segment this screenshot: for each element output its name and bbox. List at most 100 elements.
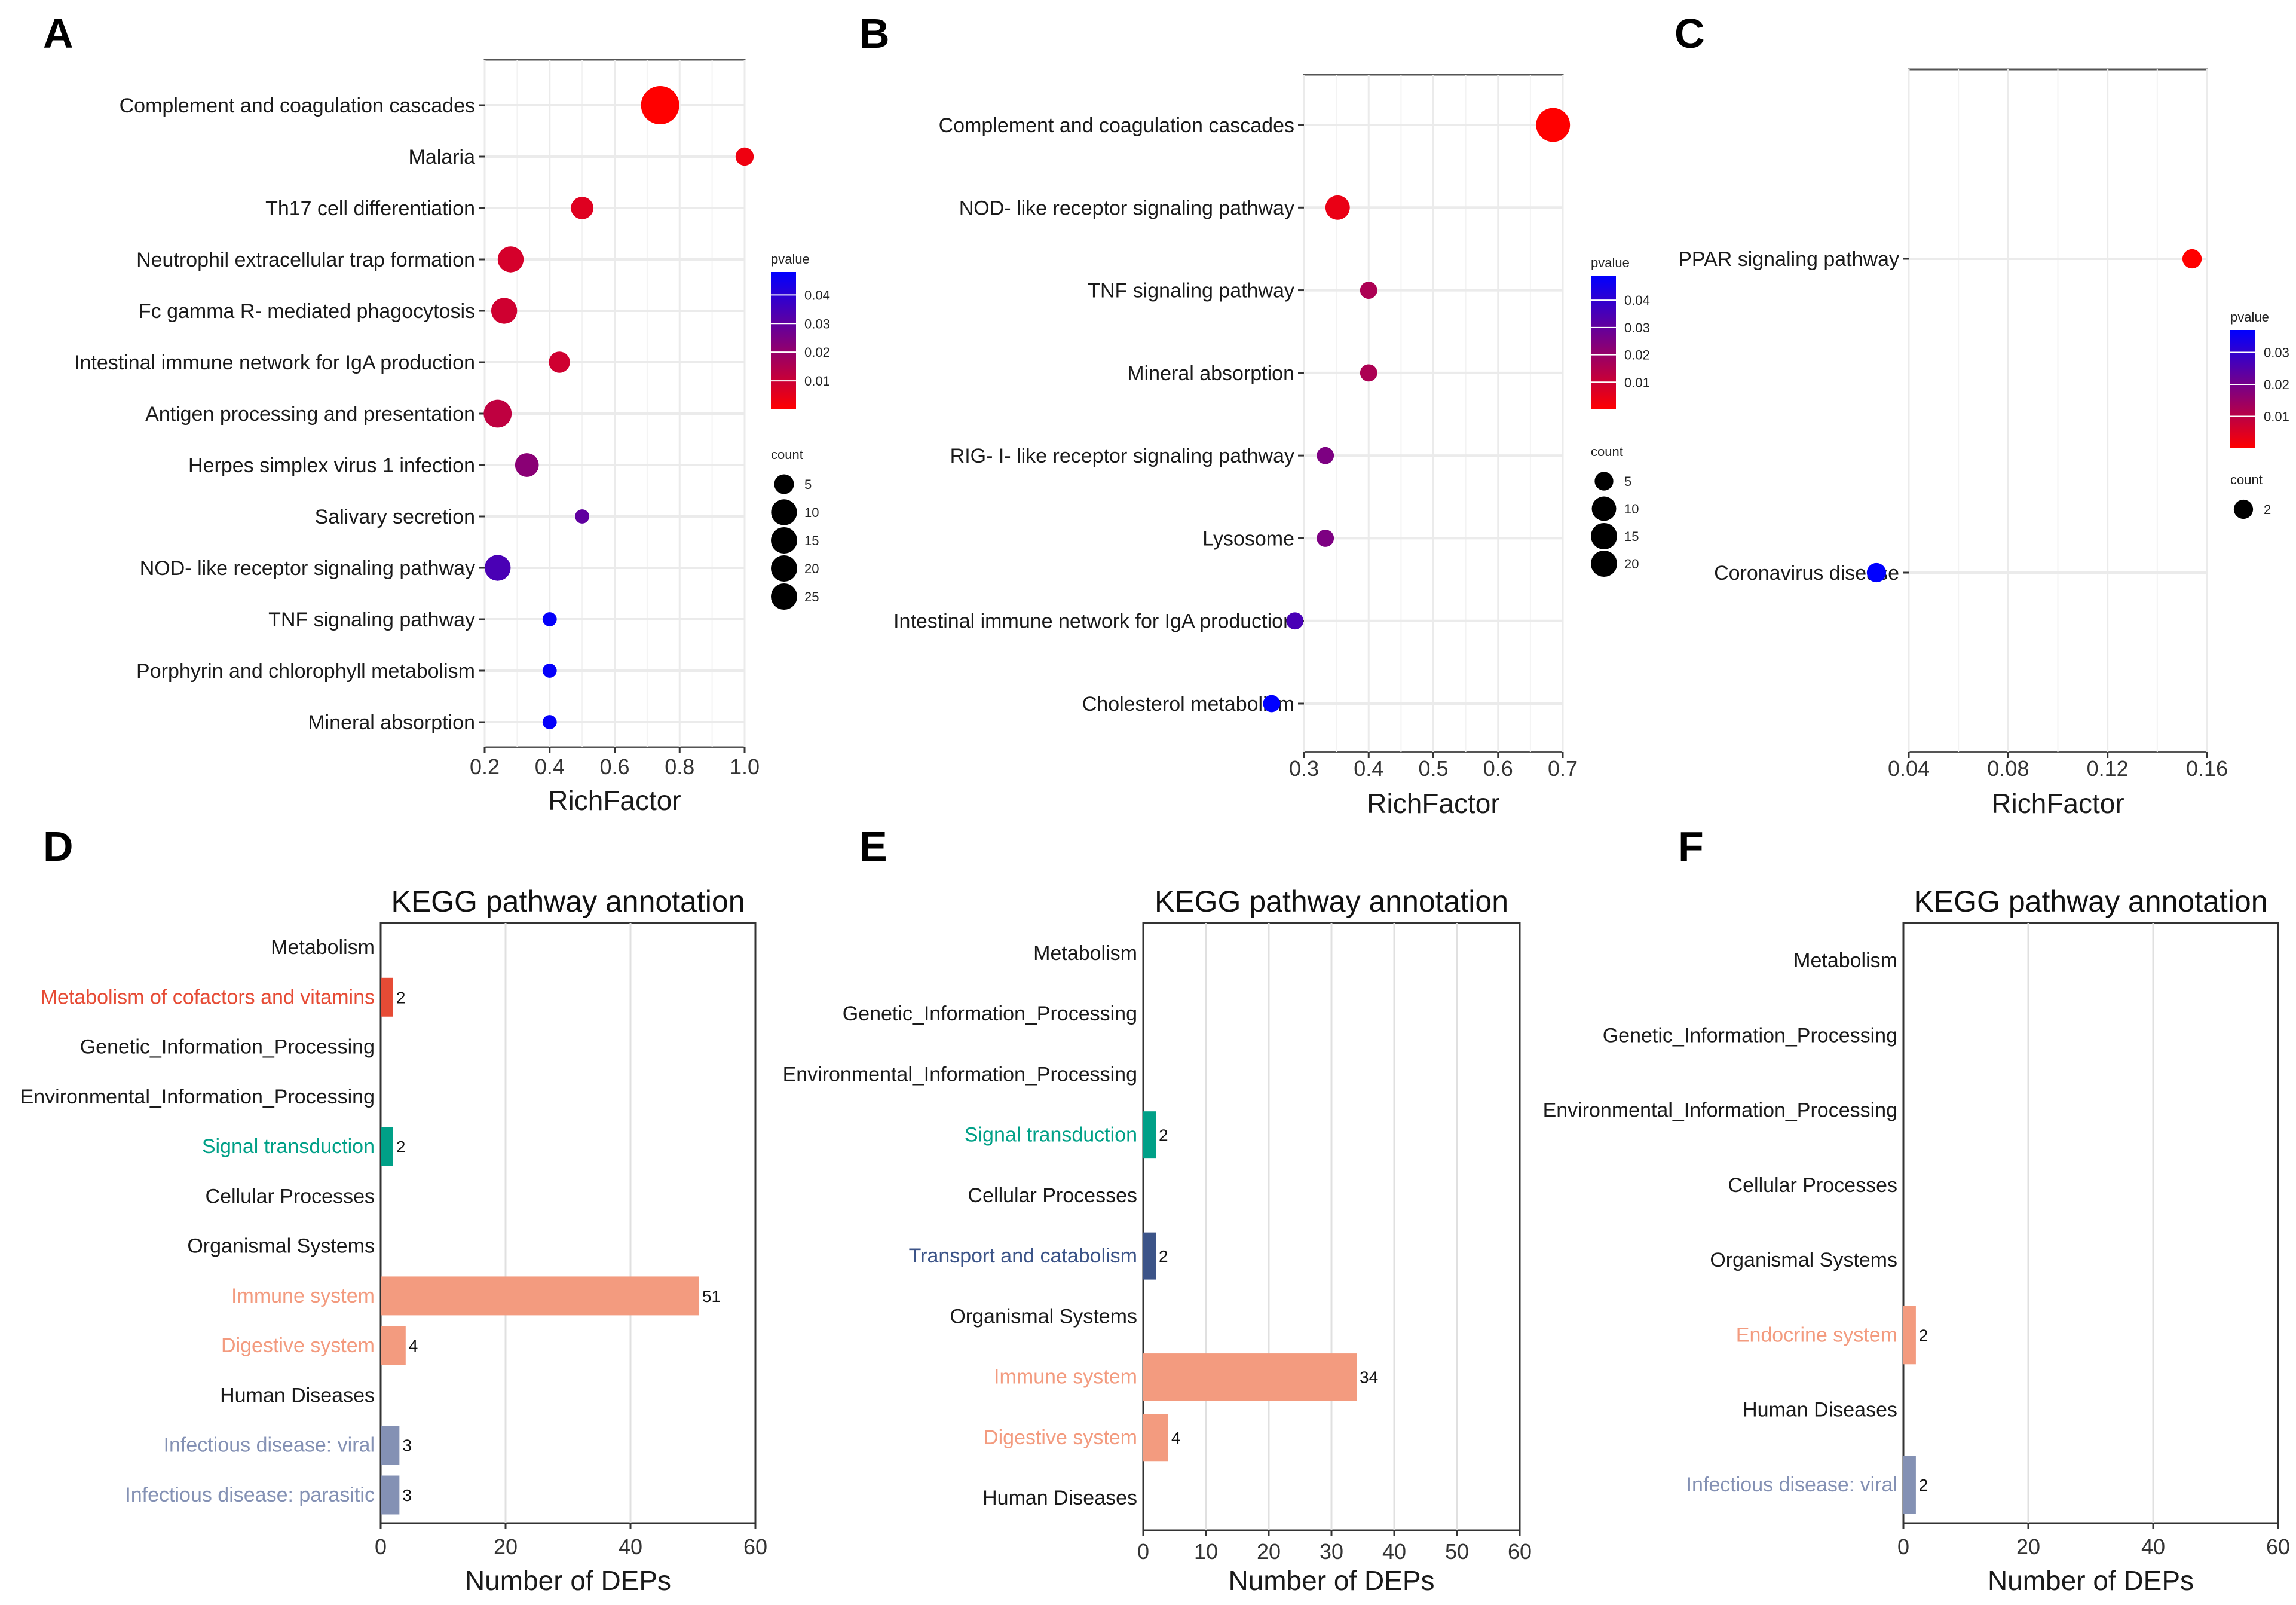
count-legend-label: 15 — [804, 533, 819, 548]
panel-letter-c: C — [1674, 10, 1705, 57]
data-point — [571, 197, 593, 219]
bar-value-label: 2 — [1919, 1476, 1928, 1494]
y-category-label: Immune system — [994, 1366, 1137, 1389]
x-tick-label: 60 — [1508, 1539, 1532, 1564]
data-point — [491, 298, 518, 324]
count-legend-label: 15 — [1624, 529, 1639, 544]
y-category-label: Endocrine system — [1736, 1323, 1897, 1346]
y-category-label: Signal transduction — [965, 1124, 1137, 1147]
x-axis-title: RichFactor — [548, 785, 681, 816]
count-legend-dot — [771, 555, 797, 582]
bar-value-label: 2 — [1919, 1326, 1928, 1344]
data-point — [542, 664, 557, 678]
x-tick-label: 60 — [743, 1534, 767, 1559]
bar — [381, 1326, 406, 1365]
x-tick-label: 0.7 — [1548, 756, 1578, 781]
bar — [1143, 1111, 1156, 1159]
x-tick-label: 1.0 — [730, 754, 760, 779]
y-category-label: Complement and coagulation cascades — [120, 94, 475, 117]
y-category-label: Metabolism — [1033, 942, 1137, 965]
count-legend-label: 10 — [804, 505, 819, 520]
y-category-label: Th17 cell differentiation — [265, 197, 475, 220]
bar — [1903, 1456, 1916, 1514]
y-category-label: Organismal Systems — [950, 1305, 1137, 1328]
pvalue-legend-title: pvalue — [2230, 310, 2269, 325]
data-point — [1317, 530, 1334, 547]
data-point — [1286, 612, 1304, 630]
y-category-label: Signal transduction — [202, 1135, 375, 1158]
pvalue-legend-label: 0.02 — [804, 345, 830, 360]
x-tick-label: 0.5 — [1418, 756, 1448, 781]
x-tick-label: 0.08 — [1987, 756, 2029, 781]
y-category-label: Intestinal immune network for IgA produc… — [893, 610, 1294, 633]
panel-f-bar-chart: KEGG pathway annotation 0 20 40 60 Metabolism… — [1543, 885, 2290, 1596]
bar-value-label: 34 — [1360, 1368, 1378, 1387]
x-tick-label: 20 — [2016, 1534, 2040, 1559]
count-legend-title: count — [2230, 472, 2263, 487]
y-category-label: Genetic_Information_Processing — [843, 1002, 1137, 1025]
data-point — [1866, 562, 1887, 583]
x-axis-title: Number of DEPs — [1228, 1565, 1434, 1596]
bar — [1143, 1232, 1156, 1280]
data-point — [1317, 447, 1334, 464]
pvalue-legend-label: 0.02 — [1624, 348, 1650, 363]
bar — [381, 1426, 400, 1465]
bar — [381, 977, 393, 1017]
y-category-label: Complement and coagulation cascades — [939, 114, 1294, 137]
x-tick-label: 0.6 — [1483, 756, 1513, 781]
data-point — [735, 147, 754, 166]
pvalue-colorbar — [2230, 330, 2255, 448]
x-tick-label: 40 — [619, 1534, 642, 1559]
plot-panel — [1902, 922, 2279, 1524]
x-axis-title: Number of DEPs — [1988, 1565, 2194, 1596]
x-tick-label: 0 — [375, 1534, 387, 1559]
y-category-label: Organismal Systems — [1710, 1249, 1897, 1271]
y-category-label: Environmental_Information_Processing — [783, 1063, 1137, 1086]
bar — [381, 1276, 699, 1316]
y-category-label: Genetic_Information_Processing — [80, 1036, 375, 1059]
y-category-label: Malaria — [409, 146, 476, 169]
y-category-label: Lysosome — [1202, 527, 1294, 550]
data-point — [515, 453, 539, 477]
count-legend-label: 20 — [804, 561, 819, 576]
pvalue-legend-label: 0.01 — [804, 374, 830, 389]
x-tick-label: 0.2 — [470, 754, 500, 779]
count-legend-dot — [1591, 523, 1617, 549]
bar-value-label: 2 — [1159, 1126, 1168, 1145]
panel-letter-b: B — [859, 10, 890, 57]
x-tick-label: 0 — [1137, 1539, 1149, 1564]
count-legend-label: 5 — [1624, 474, 1631, 489]
data-point — [483, 399, 512, 428]
data-point — [641, 86, 679, 124]
y-category-label: Environmental_Information_Processing — [20, 1086, 375, 1108]
y-category-label: Infectious disease: viral — [1686, 1473, 1897, 1496]
x-tick-label: 0.6 — [599, 754, 629, 779]
y-category-label: Intestinal immune network for IgA produc… — [74, 351, 475, 374]
y-category-label: Mineral absorption — [1127, 362, 1294, 385]
y-category-label: Metabolism — [1793, 949, 1897, 972]
pvalue-legend-label: 0.03 — [804, 316, 830, 331]
count-legend-dot — [771, 527, 797, 554]
y-category-label: Metabolism — [271, 936, 375, 959]
data-point — [1536, 108, 1571, 142]
panel-letter-f: F — [1678, 823, 1704, 870]
y-category-label: Cellular Processes — [206, 1185, 375, 1207]
x-tick-label: 30 — [1320, 1539, 1343, 1564]
x-tick-label: 0.04 — [1888, 756, 1930, 781]
y-category-label: Herpes simplex virus 1 infection — [188, 454, 475, 477]
y-category-label: Transport and catabolism — [909, 1245, 1137, 1267]
y-category-label: Fc gamma R- mediated phagocytosis — [139, 300, 475, 323]
pvalue-legend-label: 0.02 — [2264, 377, 2289, 392]
x-axis-title: Number of DEPs — [465, 1565, 671, 1596]
bar — [1143, 1414, 1168, 1462]
panel-b-scatter-chart: 0.3 0.4 0.5 0.6 0.7 Complement and coagulatio… — [893, 74, 1650, 819]
y-category-label: Immune system — [231, 1285, 375, 1307]
x-tick-label: 0.4 — [1354, 756, 1383, 781]
pvalue-legend-label: 0.01 — [1624, 375, 1650, 390]
count-legend-label: 2 — [2264, 502, 2271, 517]
chart-title: KEGG pathway annotation — [1155, 885, 1508, 918]
bar — [1143, 1353, 1357, 1401]
bar-value-label: 3 — [402, 1486, 412, 1505]
chart-title: KEGG pathway annotation — [1914, 885, 2267, 918]
y-category-label: Cellular Processes — [968, 1184, 1137, 1207]
